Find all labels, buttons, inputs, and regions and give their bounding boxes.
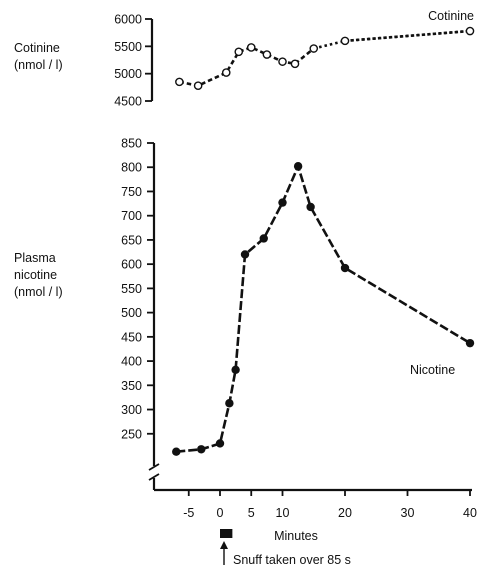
cotinine-series-line bbox=[313, 29, 471, 50]
cotinine-point bbox=[246, 43, 256, 52]
nicotine-point bbox=[340, 263, 350, 273]
nicotine-y-tick-label: 500 bbox=[121, 306, 142, 320]
cotinine-point bbox=[193, 81, 203, 90]
snuff-arrow-head bbox=[220, 541, 228, 549]
cotinine-point bbox=[309, 44, 319, 53]
cotinine-series-label: Cotinine bbox=[428, 9, 474, 23]
x-tick-label: -5 bbox=[183, 506, 194, 520]
x-tick-label: 40 bbox=[463, 506, 477, 520]
cotinine-point bbox=[340, 36, 350, 46]
nicotine-y-tick-label: 650 bbox=[121, 233, 142, 247]
cotinine-point bbox=[465, 26, 475, 36]
nicotine-y-tick-label: 350 bbox=[121, 379, 142, 393]
cotinine-point bbox=[234, 47, 244, 57]
nicotine-y-tick-label: 400 bbox=[121, 355, 142, 369]
nicotine-point bbox=[240, 250, 250, 259]
nicotine-point bbox=[225, 399, 234, 408]
nicotine-y-tick-label: 300 bbox=[121, 403, 142, 417]
nicotine-point bbox=[278, 198, 287, 207]
nicotine-point bbox=[197, 445, 206, 454]
nicotine-axis-label: (nmol / l) bbox=[14, 285, 63, 299]
cotinine-y-tick-label: 5000 bbox=[114, 67, 142, 81]
cotinine-point bbox=[278, 57, 287, 66]
x-axis-label: Minutes bbox=[274, 529, 318, 543]
cotinine-axis-label: Cotinine bbox=[14, 41, 60, 55]
axis-break-mark bbox=[148, 463, 160, 471]
nicotine-point bbox=[465, 338, 475, 348]
nicotine-y-tick-label: 450 bbox=[121, 330, 142, 344]
cotinine-panel: 4500 5000 5500 6000 Cotinine (nmol / l) Cotini… bbox=[14, 9, 475, 109]
nicotine-point bbox=[172, 447, 181, 456]
cotinine-point bbox=[175, 77, 184, 87]
nicotine-axis-label: nicotine bbox=[14, 268, 57, 282]
cotinine-y-tick-label: 6000 bbox=[114, 13, 142, 27]
x-tick-label: 30 bbox=[401, 506, 415, 520]
nicotine-point bbox=[259, 234, 268, 243]
nicotine-point bbox=[293, 162, 303, 171]
snuff-duration-bar bbox=[220, 529, 233, 538]
nicotine-y-tick-label: 250 bbox=[121, 427, 142, 441]
x-tick-label: 0 bbox=[217, 506, 224, 520]
nicotine-point bbox=[231, 365, 240, 374]
cotinine-series-line bbox=[344, 29, 471, 43]
cotinine-axis-label: (nmol / l) bbox=[14, 58, 63, 72]
cotinine-point bbox=[262, 50, 272, 59]
x-tick-label: 20 bbox=[338, 506, 352, 520]
nicotine-y-tick-label: 700 bbox=[121, 209, 142, 223]
cotinine-y-tick-label: 5500 bbox=[114, 40, 142, 54]
cotinine-point bbox=[290, 59, 300, 69]
nicotine-y-tick-label: 750 bbox=[121, 185, 142, 199]
nicotine-point bbox=[306, 202, 315, 212]
x-tick-label: 10 bbox=[276, 506, 290, 520]
nicotine-panel: 250300350400450500550600650700750800850P… bbox=[14, 137, 477, 568]
nicotine-series-line bbox=[176, 162, 471, 453]
axis-break-mark bbox=[148, 473, 160, 481]
nicotine-y-tick-label: 550 bbox=[121, 282, 142, 296]
cotinine-point bbox=[221, 68, 231, 77]
x-tick-label: 5 bbox=[248, 506, 255, 520]
nicotine-y-tick-label: 850 bbox=[121, 137, 142, 151]
cotinine-y-tick-label: 4500 bbox=[114, 95, 142, 109]
nicotine-series-label: Nicotine bbox=[410, 363, 455, 377]
nicotine-point bbox=[215, 439, 225, 448]
nicotine-y-tick-label: 800 bbox=[121, 161, 142, 175]
snuff-annotation: Snuff taken over 85 s bbox=[233, 553, 351, 567]
nicotine-y-tick-label: 600 bbox=[121, 258, 142, 272]
nicotine-axis-label: Plasma bbox=[14, 251, 56, 265]
